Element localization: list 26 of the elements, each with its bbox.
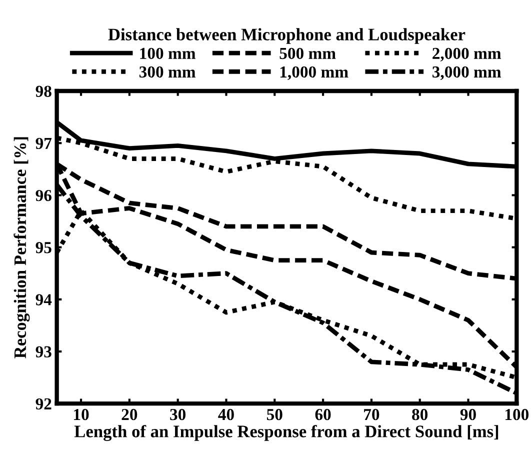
x-tick-label: 20 [122, 408, 138, 420]
y-tick-label: 94 [36, 294, 52, 306]
x-tick-label: 60 [315, 408, 331, 420]
x-tick-label: 30 [170, 408, 186, 420]
x-tick-label: 100 [506, 408, 529, 420]
y-tick-label: 95 [36, 242, 52, 254]
x-tick-label: 40 [218, 408, 234, 420]
legend-label: 300 mm [139, 66, 196, 78]
legend-label: 2,000 mm [432, 48, 502, 62]
x-tick-label: 70 [364, 408, 380, 420]
y-tick-label: 98 [36, 86, 52, 97]
y-tick-label: 93 [36, 346, 52, 358]
y-tick-label: 97 [36, 138, 52, 150]
legend-title: Distance between Microphone and Loudspeaker [108, 28, 466, 44]
x-tick-label: 90 [460, 408, 476, 420]
legend-label: 100 mm [140, 48, 196, 60]
legend-label: 1,000 mm [280, 66, 348, 80]
y-tick-label: 96 [36, 190, 52, 202]
x-tick-label: 50 [266, 408, 282, 420]
legend-label: 500 mm [280, 48, 336, 60]
y-tick-label: 92 [36, 398, 52, 410]
x-tick-label: 80 [412, 408, 428, 420]
legend-label: 3,000 mm [432, 66, 502, 80]
y-axis-title: Recognition Performance [%] [14, 137, 30, 358]
x-tick-label: 10 [74, 408, 89, 420]
x-axis-title: Length of an Impulse Response from a Direct Sound [ms] [74, 424, 498, 442]
